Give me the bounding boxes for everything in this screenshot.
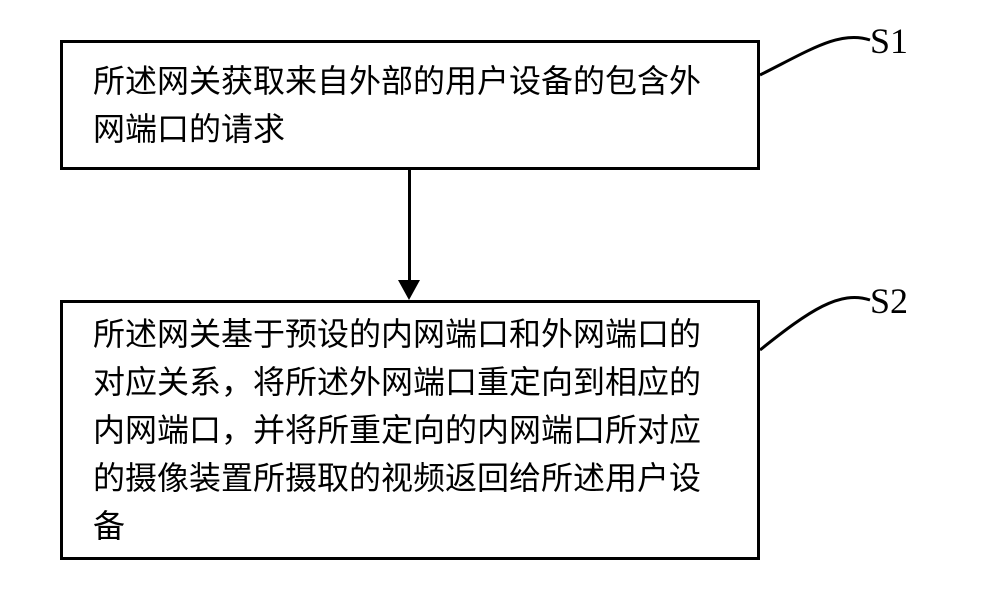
flowchart-label-s2: S2 — [870, 280, 908, 322]
flowchart-label-s1: S1 — [870, 20, 908, 62]
arrow-s1-s2-head — [398, 280, 420, 300]
flowchart-node-s1-text: 所述网关获取来自外部的用户设备的包含外网端口的请求 — [93, 57, 727, 153]
flowchart-node-s2: 所述网关基于预设的内网端口和外网端口的对应关系，将所述外网端口重定向到相应的内网… — [60, 300, 760, 560]
arrow-s1-s2-line — [408, 170, 411, 285]
flowchart-node-s1: 所述网关获取来自外部的用户设备的包含外网端口的请求 — [60, 40, 760, 170]
flowchart-node-s2-text: 所述网关基于预设的内网端口和外网端口的对应关系，将所述外网端口重定向到相应的内网… — [93, 310, 727, 550]
